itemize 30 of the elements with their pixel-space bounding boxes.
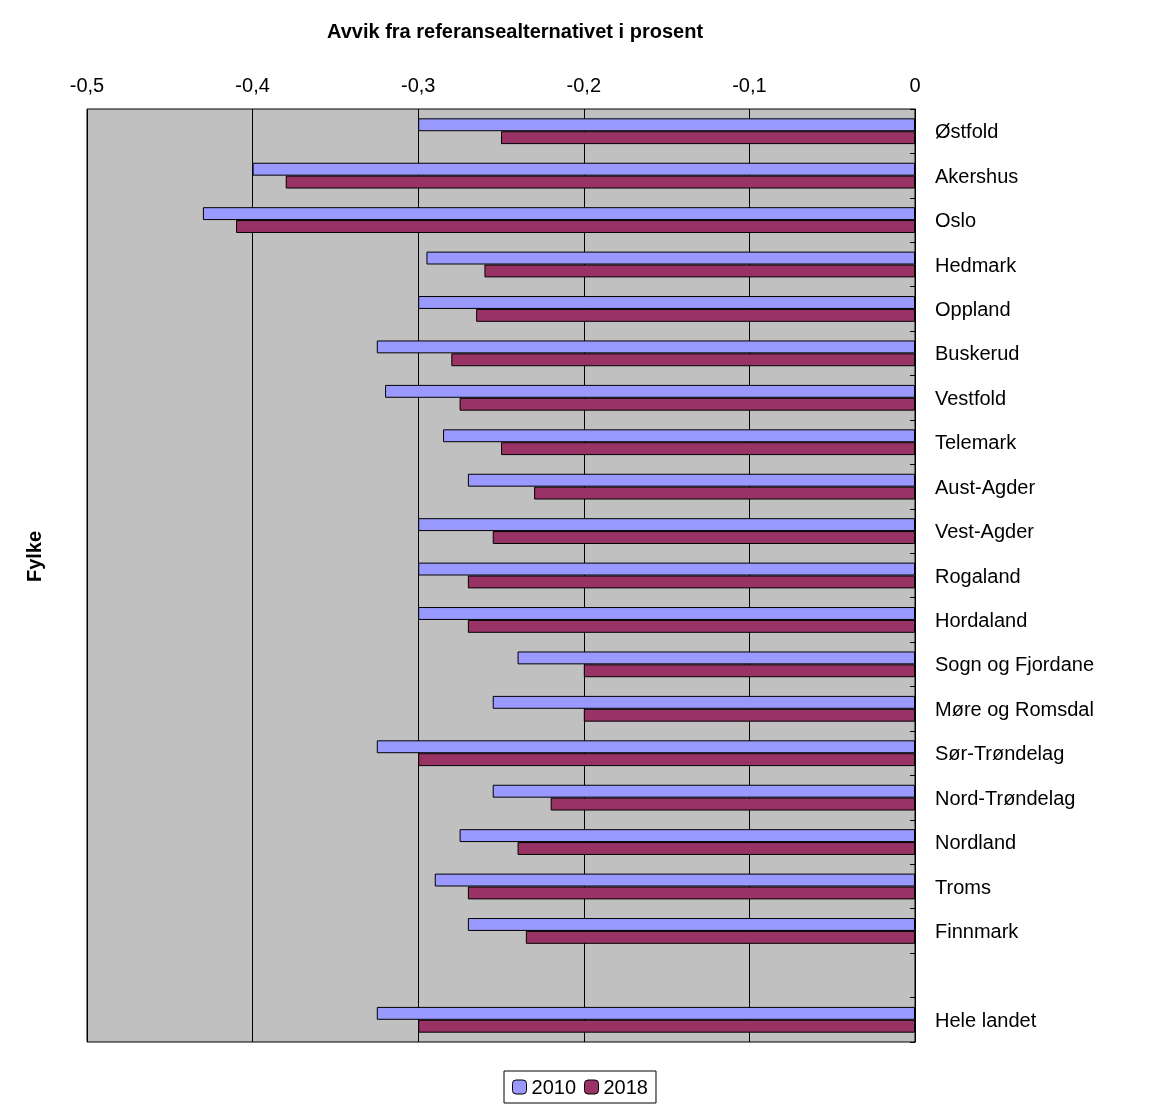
- y-tick-label: Oppland: [935, 297, 1011, 320]
- x-tick-label: 0: [909, 74, 921, 96]
- y-tick-label: Vestfold: [935, 386, 1007, 409]
- legend-label: 2018: [603, 1076, 648, 1098]
- x-tick-label: -0,5: [69, 74, 105, 96]
- x-tick-label: -0,3: [400, 74, 436, 96]
- y-tick-label: Sør-Trøndelag: [935, 742, 1065, 765]
- x-axis-title: Avvik fra referansealternativet i prosent: [326, 20, 704, 42]
- y-tick-label: Troms: [935, 875, 991, 898]
- x-tick-label: -0,4: [235, 74, 270, 96]
- y-tick-label: Nordland: [935, 831, 1017, 854]
- y-tick-label: Vest-Agder: [935, 520, 1035, 543]
- y-axis-title: Fylke: [23, 530, 45, 583]
- y-tick-label: Akershus: [935, 164, 1019, 187]
- y-tick-label: Hele landet: [935, 1008, 1037, 1031]
- y-tick-label: Møre og Romsdal: [935, 697, 1094, 720]
- x-tick-label: -0,2: [566, 74, 602, 96]
- legend-label: 2010: [531, 1076, 577, 1098]
- y-tick-label: Finnmark: [935, 919, 1020, 942]
- y-tick-label: Hordaland: [935, 608, 1028, 631]
- y-tick-label: Rogaland: [935, 564, 1021, 587]
- y-tick-label: Telemark: [935, 431, 1018, 454]
- y-tick-label: Aust-Agder: [935, 475, 1036, 498]
- y-tick-label: Oslo: [935, 209, 977, 232]
- y-tick-label: Østfold: [935, 120, 999, 143]
- y-tick-label: Nord-Trøndelag: [935, 786, 1076, 809]
- x-tick-label: -0,1: [732, 74, 767, 96]
- y-tick-label: Buskerud: [935, 342, 1020, 365]
- y-tick-label: Hedmark: [935, 253, 1018, 276]
- y-tick-label: Sogn og Fjordane: [935, 653, 1095, 676]
